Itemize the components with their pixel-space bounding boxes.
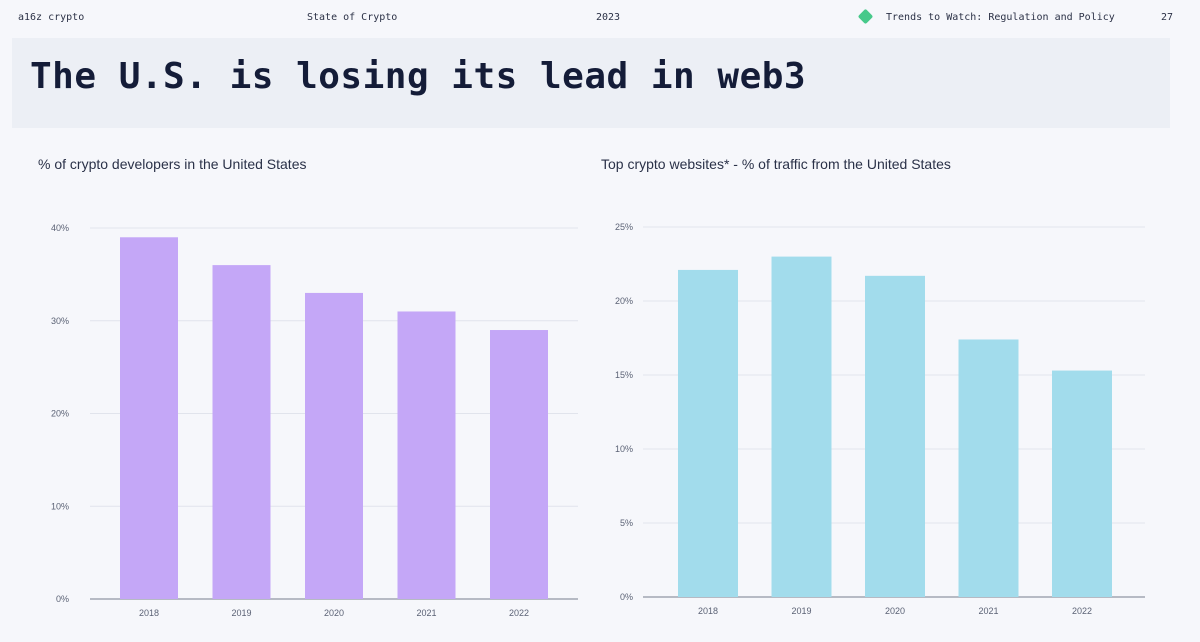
developers-y-tick-label: 40% [51, 223, 69, 233]
traffic-x-tick-label: 2020 [885, 606, 905, 616]
developers-bar-2021 [397, 311, 456, 599]
traffic-x-tick-label: 2021 [978, 606, 998, 616]
traffic-bar-2022 [1052, 370, 1112, 597]
developers-bar-2019 [212, 265, 271, 599]
developers-bar-2022 [490, 330, 548, 599]
traffic-bar-2019 [771, 256, 832, 597]
page-title: The U.S. is losing its lead in web3 [30, 56, 807, 97]
developers-y-tick-label: 20% [51, 409, 69, 419]
page-number: 27 [1161, 12, 1174, 23]
developers-x-tick-label: 2018 [139, 608, 159, 618]
traffic-y-tick-label: 10% [615, 444, 633, 454]
developers-x-tick-label: 2022 [509, 608, 529, 618]
traffic-bar-2018 [678, 269, 738, 597]
traffic-y-tick-label: 25% [615, 222, 633, 232]
section-label: Trends to Watch: Regulation and Policy [886, 12, 1115, 23]
traffic-bar-2020 [865, 275, 925, 597]
traffic-y-tick-label: 5% [620, 518, 633, 528]
traffic-y-tick-label: 0% [620, 592, 633, 602]
traffic-x-tick-label: 2022 [1072, 606, 1092, 616]
traffic-y-tick-label: 20% [615, 296, 633, 306]
brand-label: a16z crypto [18, 12, 85, 23]
developers-y-tick-label: 0% [56, 594, 69, 604]
developers-x-tick-label: 2021 [416, 608, 436, 618]
developers-bar-2020 [305, 292, 363, 599]
traffic-bar-2021 [958, 339, 1019, 597]
traffic-x-tick-label: 2018 [698, 606, 718, 616]
right-chart-title: Top crypto websites* - % of traffic from… [601, 156, 951, 172]
title-band [12, 38, 1170, 128]
developers-x-tick-label: 2020 [324, 608, 344, 618]
traffic-x-tick-label: 2019 [791, 606, 811, 616]
traffic-y-tick-label: 15% [615, 370, 633, 380]
developers-x-tick-label: 2019 [231, 608, 251, 618]
developers-y-tick-label: 30% [51, 316, 69, 326]
report-year: 2023 [596, 12, 621, 23]
report-title: State of Crypto [307, 12, 398, 23]
developers-y-tick-label: 10% [51, 501, 69, 511]
developers-bar-2018 [120, 237, 178, 599]
left-chart-title: % of crypto developers in the United Sta… [38, 156, 307, 172]
slide-header: a16z crypto State of Crypto 2023 Trends … [0, 0, 1200, 36]
